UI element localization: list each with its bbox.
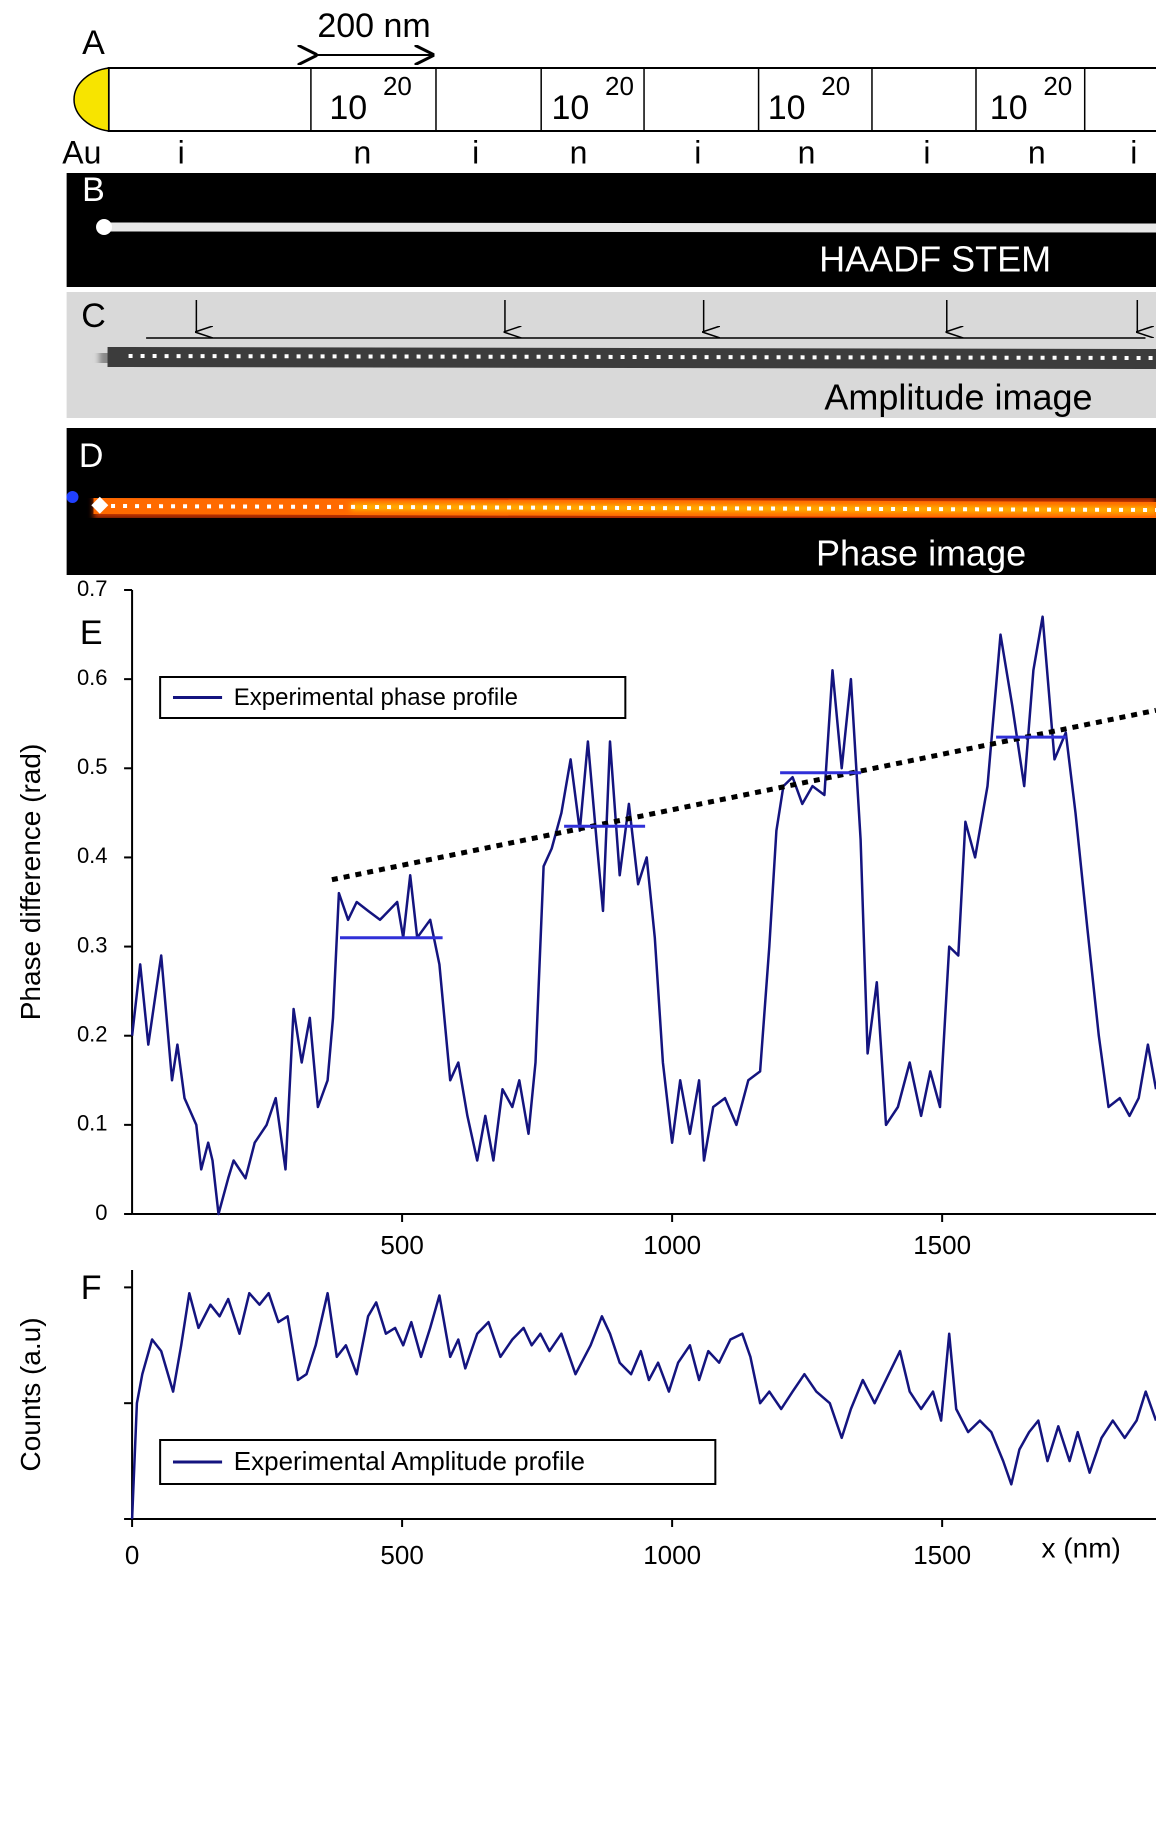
panel-label: A (82, 24, 105, 62)
panel-label: D (79, 437, 104, 475)
doping-base: 10 (768, 89, 806, 127)
y-tick-label: 0.4 (77, 843, 108, 868)
doping-base: 10 (329, 89, 367, 127)
x-tick-label: 1000 (643, 1230, 701, 1260)
profile-line (130, 615, 1156, 1216)
legend-box (159, 676, 627, 719)
x-tick-label: 0 (125, 1540, 139, 1570)
panel-label: C (81, 297, 106, 335)
y-tick-label: 0.5 (77, 754, 108, 779)
panel-label: B (82, 171, 105, 209)
y-axis-label: Phase difference (rad) (15, 744, 46, 1021)
wire (105, 222, 1156, 233)
wire (107, 347, 1156, 369)
scale-label: 200 nm (317, 7, 430, 45)
y-axis-label: Counts (a.u) (15, 1317, 46, 1471)
segment-label: i (472, 134, 479, 170)
nanowire-outline (107, 67, 1156, 132)
doping-exponent: 20 (383, 71, 412, 101)
segment-label: i (694, 134, 701, 170)
doping-exponent: 20 (821, 71, 850, 101)
segment-label: n (798, 134, 816, 170)
y-tick-label: 0.7 (77, 576, 108, 601)
caption: Phase image (816, 533, 1026, 574)
x-tick-label: 1000 (643, 1540, 701, 1570)
gold-catalyst (73, 67, 110, 132)
tip (66, 491, 79, 503)
y-tick-label: 0 (95, 1200, 107, 1225)
doping-exponent: 20 (1043, 71, 1072, 101)
segment-label: n (1028, 134, 1046, 170)
segment-label: Au (62, 134, 101, 170)
y-tick-label: 0.3 (77, 932, 108, 957)
x-tick-label: 1500 (913, 1540, 971, 1570)
profile-path (128, 354, 1156, 360)
tip (96, 219, 113, 235)
x-tick-label: 1500 (913, 1230, 971, 1260)
panel-label: F (81, 1269, 102, 1307)
doping-base: 10 (990, 89, 1028, 127)
panel-label: E (80, 614, 103, 652)
segment-label: i (1130, 134, 1137, 170)
y-tick-label: 0.1 (77, 1111, 108, 1136)
segment-label: n (353, 134, 371, 170)
legend-box (159, 1439, 717, 1485)
legend-label: Experimental phase profile (234, 684, 518, 711)
profile-line (130, 1291, 1156, 1520)
doping-exponent: 20 (605, 71, 634, 101)
segment-label: i (923, 134, 930, 170)
y-tick-label: 0.2 (77, 1022, 108, 1047)
x-tick-label: 500 (380, 1230, 423, 1260)
segment-label: i (178, 134, 185, 170)
caption: HAADF STEM (819, 239, 1051, 280)
x-axis-label: x (nm) (1042, 1532, 1121, 1563)
doping-base: 10 (551, 89, 589, 127)
y-tick-label: 0.6 (77, 665, 108, 690)
segment-label: n (570, 134, 588, 170)
x-tick-label: 500 (380, 1540, 423, 1570)
caption: Amplitude image (824, 377, 1092, 418)
legend-label: Experimental Amplitude profile (234, 1446, 585, 1476)
